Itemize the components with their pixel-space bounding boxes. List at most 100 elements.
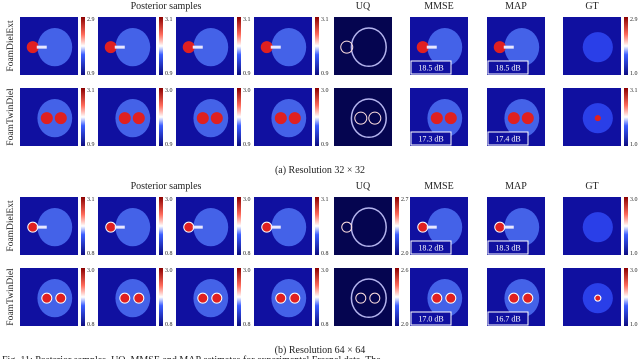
colorbar [315,17,319,75]
column-header: GT [585,1,598,12]
colorbar-max: 3.0 [321,268,329,274]
inclusion [341,221,353,233]
colorbar-min: 0.9 [321,142,329,148]
row-label: FoamTwinDiel [6,88,16,146]
object-blob [271,28,307,67]
colorbar-max: 3.0 [243,88,251,94]
inclusion [507,112,520,125]
inclusion [355,292,367,304]
colorbar-max: 2.9 [87,17,95,23]
inclusion [594,115,601,122]
colorbar-min: 1.0 [630,71,638,77]
colorbar-min: 0.8 [87,322,95,328]
reconstruction-image [98,17,156,75]
panel-caption: (a) Resolution 32 × 32 [275,165,365,176]
colorbar-min: 0.9 [243,142,251,148]
psnr-box [410,60,452,75]
colorbar-max: 3.0 [630,268,638,274]
object-blob [350,98,387,139]
reconstruction-image [563,17,621,75]
inclusion [494,221,506,233]
colorbar-max: 3.0 [165,88,173,94]
inclusion [417,221,429,233]
object-blob [427,208,463,247]
reconstruction-image [176,17,234,75]
colorbar-max: 3.0 [87,268,95,274]
colorbar [315,197,319,255]
column-header: GT [585,181,598,192]
object-disc [582,212,613,243]
inclusion [431,292,443,304]
psnr-label: 17.4 dB [495,135,520,144]
colorbar-max: 3.0 [165,197,173,203]
inclusion [430,112,443,125]
inclusion [521,112,534,125]
inclusion [289,292,301,304]
tail [426,225,437,229]
colorbar-min: 2.0 [401,322,409,328]
inclusion [183,221,195,233]
inclusion [211,292,223,304]
colorbar-max: 2.7 [401,197,409,203]
psnr-box [410,311,452,326]
colorbar [395,197,399,255]
psnr-box [410,240,452,255]
colorbar [159,17,163,75]
inclusion [210,112,223,125]
colorbar-min: 0.9 [243,71,251,77]
colorbar [624,17,628,75]
colorbar-min: 1.0 [630,142,638,148]
object-blob [504,208,540,247]
object-blob [37,279,73,318]
reconstruction-image [254,17,312,75]
column-header: MAP [505,1,527,12]
object-blob [504,28,540,67]
colorbar-max: 3.0 [321,88,329,94]
psnr-label: 18.2 dB [418,244,443,253]
tail [426,45,437,49]
object-blob [271,279,307,318]
inclusion [260,41,273,54]
panel-caption: (b) Resolution 64 × 64 [275,345,366,356]
inclusion [288,112,301,125]
inclusion [594,294,602,302]
tail [192,45,203,49]
colorbar [315,268,319,326]
psnr-box [487,311,529,326]
column-header: MMSE [424,1,453,12]
tail [503,45,514,49]
reconstruction-image [254,268,312,326]
reconstruction-image [334,17,392,75]
figure-caption: Fig. 11: Posterior samples, UQ, MMSE and… [2,355,381,359]
psnr-label: 17.3 dB [418,135,443,144]
reconstruction-image [176,268,234,326]
image-background [334,88,392,146]
tail [503,225,514,229]
colorbar-min: 0.8 [87,251,95,257]
object-blob [193,28,229,67]
inclusion [119,292,131,304]
psnr-label: 18.3 dB [495,244,520,253]
colorbar-max: 2.9 [630,17,638,23]
colorbar-max: 3.0 [165,268,173,274]
reconstruction-image [334,268,392,326]
psnr-label: 16.7 dB [495,315,520,324]
psnr-label: 18.5 dB [418,64,443,73]
inclusion [416,41,429,54]
reconstruction-image [20,88,78,146]
inclusion [444,112,457,125]
colorbar [159,88,163,146]
colorbar-max: 3.0 [243,197,251,203]
column-header: Posterior samples [131,1,202,12]
reconstruction-image [563,197,621,255]
object-blob [427,279,463,318]
colorbar-max: 3.1 [321,17,329,23]
colorbar [159,268,163,326]
inclusion [354,111,368,125]
colorbar [81,17,85,75]
image-background [334,268,392,326]
colorbar-max: 3.1 [630,88,638,94]
object-blob [37,208,73,247]
tail [270,45,281,49]
